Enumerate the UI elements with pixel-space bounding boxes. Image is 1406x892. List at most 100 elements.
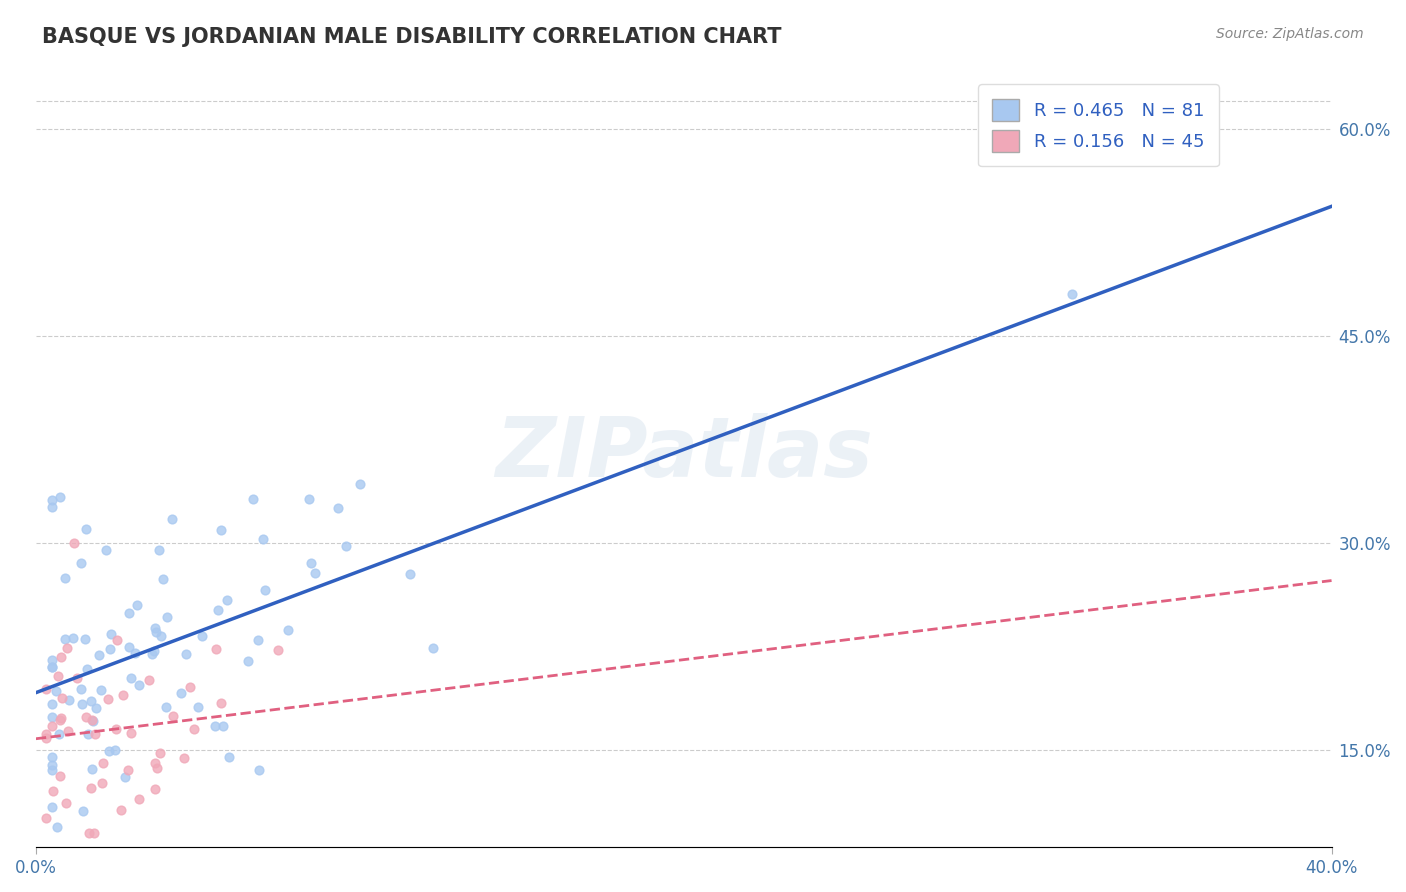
Text: ZIPatlas: ZIPatlas: [495, 413, 873, 494]
Jordanians: [41, 719, 63, 733]
Basques: [299, 556, 322, 570]
Basques: [97, 744, 120, 758]
Basques: [104, 743, 127, 757]
Basques: [297, 492, 319, 507]
Jordanians: [55, 796, 77, 810]
Basques: [149, 630, 172, 644]
Basques: [207, 603, 229, 617]
Basques: [49, 490, 72, 504]
Basques: [170, 686, 193, 700]
Basques: [399, 566, 422, 581]
Basques: [148, 543, 170, 558]
Basques: [75, 523, 97, 537]
Basques: [141, 647, 163, 661]
Jordanians: [179, 680, 201, 694]
Basques: [89, 682, 111, 697]
Basques: [253, 583, 276, 598]
Basques: [211, 719, 233, 733]
Jordanians: [34, 681, 56, 696]
Basques: [41, 492, 63, 507]
Jordanians: [35, 727, 58, 741]
Basques: [76, 662, 98, 676]
Basques: [41, 710, 63, 724]
Jordanians: [46, 669, 69, 683]
Jordanians: [77, 826, 100, 840]
Jordanians: [91, 776, 114, 790]
Basques: [80, 762, 103, 776]
Basques: [118, 640, 141, 654]
Basques: [128, 678, 150, 692]
Basques: [204, 719, 226, 733]
Basques: [335, 539, 357, 553]
Jordanians: [110, 803, 132, 817]
Basques: [217, 593, 239, 607]
Jordanians: [63, 536, 86, 550]
Basques: [218, 750, 240, 764]
Jordanians: [49, 710, 72, 724]
Basques: [247, 763, 270, 777]
Basques: [236, 654, 259, 668]
Basques: [190, 629, 212, 643]
Jordanians: [149, 746, 172, 760]
Basques: [100, 626, 122, 640]
Basques: [127, 598, 149, 612]
Basques: [277, 623, 299, 637]
Basques: [174, 647, 197, 661]
Jordanians: [145, 782, 167, 797]
Jordanians: [49, 713, 72, 727]
Basques: [45, 684, 67, 698]
Basques: [41, 697, 63, 711]
Basques: [69, 556, 91, 570]
Basques: [41, 763, 63, 777]
Basques: [77, 727, 100, 741]
Basques: [124, 646, 146, 660]
Basques: [94, 543, 117, 558]
Jordanians: [183, 722, 205, 736]
Basques: [143, 621, 166, 635]
Jordanians: [204, 641, 226, 656]
Jordanians: [84, 727, 107, 741]
Jordanians: [111, 688, 134, 702]
Basques: [70, 681, 93, 696]
Basques: [46, 820, 69, 834]
Basques: [62, 631, 84, 645]
Jordanians: [97, 691, 120, 706]
Basques: [242, 491, 264, 506]
Basques: [82, 714, 104, 728]
Basques: [118, 606, 141, 620]
Basques: [73, 632, 96, 646]
Basques: [209, 524, 232, 538]
Basques: [80, 694, 103, 708]
Basques: [142, 644, 165, 658]
Jordanians: [80, 713, 103, 727]
Jordanians: [58, 724, 80, 739]
Jordanians: [162, 709, 184, 723]
Basques: [53, 571, 76, 585]
Jordanians: [34, 811, 56, 825]
Basques: [41, 659, 63, 673]
Jordanians: [267, 642, 290, 657]
Basques: [48, 727, 70, 741]
Basques: [252, 532, 274, 546]
Jordanians: [80, 780, 103, 795]
Basques: [304, 566, 326, 580]
Jordanians: [75, 709, 97, 723]
Jordanians: [51, 691, 73, 706]
Jordanians: [65, 671, 87, 685]
Basques: [72, 805, 94, 819]
Legend: R = 0.465   N = 81, R = 0.156   N = 45: R = 0.465 N = 81, R = 0.156 N = 45: [979, 85, 1219, 166]
Jordanians: [34, 731, 56, 746]
Basques: [160, 512, 183, 526]
Basques: [98, 642, 121, 657]
Basques: [41, 750, 63, 764]
Basques: [41, 500, 63, 514]
Text: BASQUE VS JORDANIAN MALE DISABILITY CORRELATION CHART: BASQUE VS JORDANIAN MALE DISABILITY CORR…: [42, 27, 782, 46]
Jordanians: [128, 791, 150, 805]
Basques: [72, 698, 94, 712]
Jordanians: [104, 722, 127, 736]
Basques: [87, 648, 110, 662]
Basques: [152, 572, 174, 586]
Basques: [246, 633, 269, 648]
Jordanians: [138, 673, 160, 687]
Jordanians: [173, 751, 195, 765]
